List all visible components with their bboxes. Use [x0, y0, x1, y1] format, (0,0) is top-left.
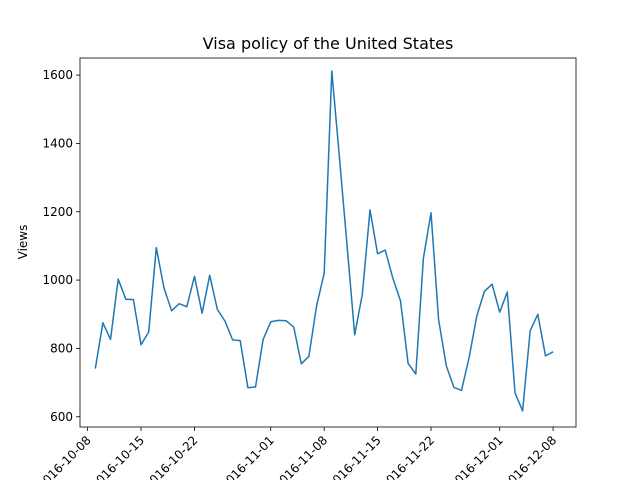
y-tick-label: 800 — [50, 341, 73, 355]
series-line — [94, 70, 554, 412]
x-tick-label: 2016-11-08 — [271, 433, 330, 480]
x-tick-label: 2016-11-15 — [325, 433, 384, 480]
x-tick-label: 2016-11-22 — [378, 433, 437, 480]
x-tick-label: 2016-10-08 — [35, 433, 94, 480]
y-tick-label: 1600 — [42, 68, 73, 82]
y-tick-label: 1200 — [42, 205, 73, 219]
x-tick-label: 2016-11-01 — [218, 433, 277, 480]
y-axis-ticks: 600 800 1000 1200 1400 1600 — [42, 68, 80, 424]
y-axis-label: Views — [16, 225, 30, 260]
y-tick-label: 600 — [50, 410, 73, 424]
chart-title: Visa policy of the United States — [203, 34, 454, 53]
x-tick-label: 2016-12-08 — [500, 433, 559, 480]
y-tick-label: 1400 — [42, 136, 73, 150]
x-tick-label: 2016-10-22 — [141, 433, 200, 480]
plot-frame — [79, 57, 577, 428]
y-tick-label: 1000 — [42, 273, 73, 287]
x-tick-label: 2016-10-15 — [88, 433, 147, 480]
x-tick-label: 2016-12-01 — [447, 433, 506, 480]
